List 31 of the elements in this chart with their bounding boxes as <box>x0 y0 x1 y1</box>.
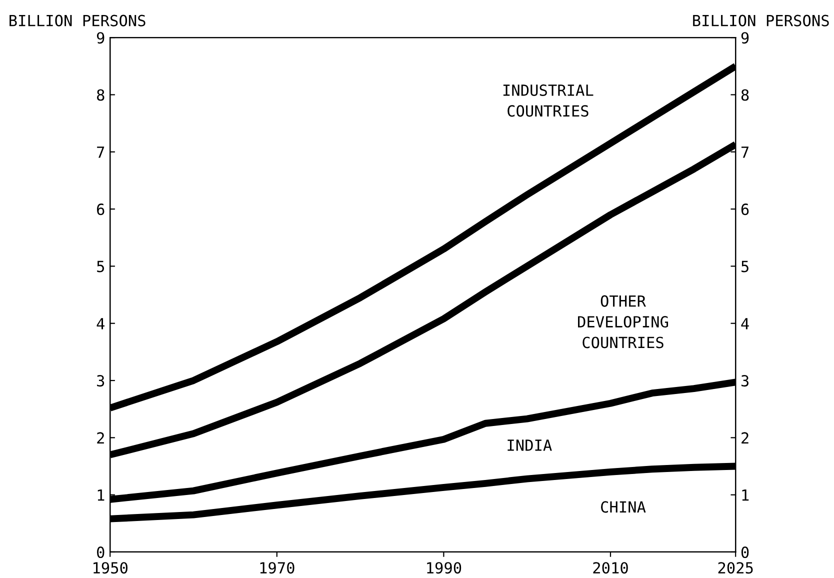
y-axis-title: BILLION PERSONS <box>10 14 146 26</box>
y2-tick-label: 2 <box>742 432 748 444</box>
y2-tick-label: 0 <box>741 546 749 558</box>
y2-tick-label: 8 <box>741 89 749 101</box>
y2-tick-label: 6 <box>741 204 749 216</box>
x-tick-label: 2010 <box>593 562 628 574</box>
y2-tick-label: 3 <box>741 375 748 387</box>
y-tick-label: 3 <box>97 375 104 387</box>
y-tick-label: 7 <box>97 146 104 158</box>
annotation: CHINA <box>601 501 646 513</box>
x-tick-label: 1990 <box>427 562 462 574</box>
y2-tick-label: 7 <box>741 146 748 158</box>
y-tick-label: 6 <box>97 204 104 216</box>
y-tick-label: 8 <box>97 89 104 101</box>
x-tick-label: 2025 <box>718 562 753 574</box>
y2-tick-label: 4 <box>741 318 749 330</box>
y2-tick-label: 5 <box>742 260 748 272</box>
y-tick-label: 2 <box>97 432 104 444</box>
y2-tick-label: 1 <box>742 490 749 501</box>
y-tick-label: 4 <box>96 318 104 330</box>
annotation: INDUSTRIAL COUNTRIES <box>503 84 594 117</box>
x-tick-label: 1970 <box>260 562 294 574</box>
y2-tick-label: 9 <box>741 32 749 44</box>
y-tick-label: 1 <box>98 490 104 501</box>
y2-axis-title: BILLION PERSONS <box>693 14 829 26</box>
annotation: INDIA <box>508 440 552 451</box>
y-tick-label: 0 <box>97 546 104 558</box>
y-tick-label: 9 <box>96 32 104 44</box>
x-tick-label: 1950 <box>94 562 128 574</box>
annotation: OTHER DEVELOPING COUNTRIES <box>578 295 668 348</box>
y-tick-label: 5 <box>97 260 104 272</box>
